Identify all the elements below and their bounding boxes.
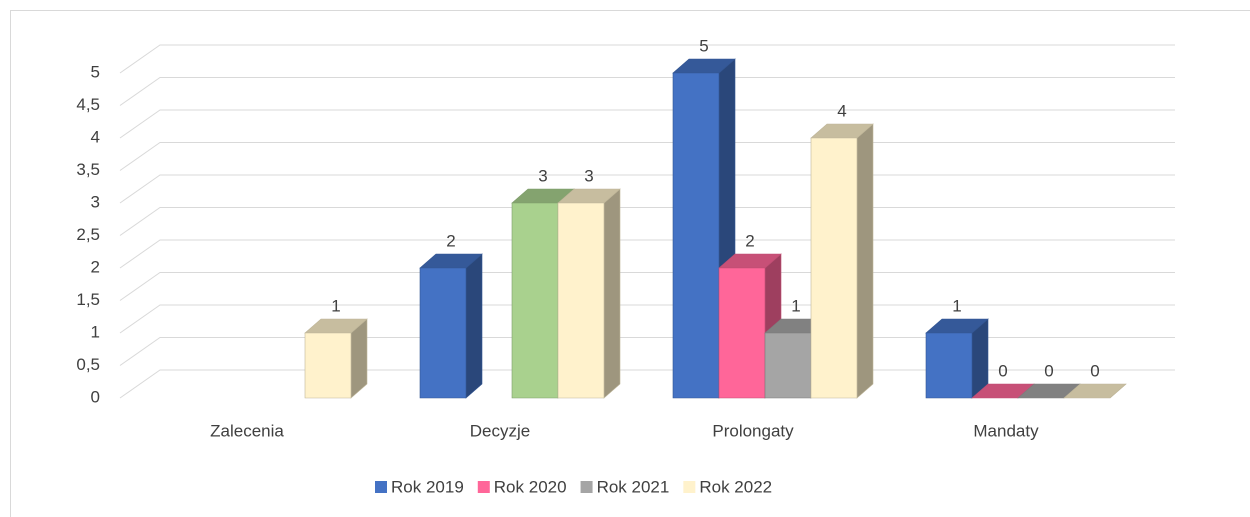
y-tick-label: 2,5: [76, 225, 100, 244]
grid-line: [119, 77, 1175, 106]
data-label: 5: [699, 36, 708, 55]
bar-face: [511, 202, 559, 399]
bar-face: [672, 72, 720, 399]
grid-line: [119, 44, 1175, 74]
y-tick-label: 2: [91, 257, 100, 276]
data-label: 0: [1044, 361, 1053, 380]
grid-line: [119, 109, 1175, 139]
bar: [419, 253, 483, 399]
data-label: 1: [331, 296, 340, 315]
legend-label: Rok 2021: [597, 477, 670, 496]
legend-label: Rok 2022: [699, 477, 772, 496]
bar-face: [304, 332, 352, 399]
y-tick-label: 5: [91, 62, 100, 81]
bar: [557, 188, 621, 399]
bar: [1063, 383, 1127, 399]
data-label: 2: [446, 231, 455, 250]
y-tick-label: 1,5: [76, 290, 100, 309]
data-label: 0: [998, 361, 1007, 380]
data-label: 4: [837, 101, 846, 120]
data-label: 1: [791, 296, 800, 315]
y-tick-label: 4: [91, 127, 100, 146]
data-label: 0: [1090, 361, 1099, 380]
legend-swatch: [375, 481, 387, 493]
x-tick-label: Decyzje: [470, 421, 530, 440]
bar: [810, 123, 874, 399]
bar: [304, 318, 368, 399]
data-label: 1: [952, 296, 961, 315]
bar-face: [925, 332, 973, 399]
bar-face: [718, 267, 766, 399]
bar-face: [764, 332, 812, 399]
x-tick-label: Mandaty: [973, 421, 1039, 440]
bar-face: [465, 253, 483, 399]
y-tick-label: 0,5: [76, 355, 100, 374]
y-tick-label: 1: [91, 322, 100, 341]
y-tick-label: 3: [91, 192, 100, 211]
data-label: 3: [584, 166, 593, 185]
y-tick-label: 3,5: [76, 160, 100, 179]
bar: [925, 318, 989, 399]
bar-face: [810, 137, 858, 399]
data-label: 3: [538, 166, 547, 185]
chart-border: [10, 10, 1250, 517]
x-tick-label: Prolongaty: [712, 421, 794, 440]
bar-face: [419, 267, 467, 399]
legend-swatch: [683, 481, 696, 493]
y-tick-label: 4,5: [76, 95, 100, 114]
bar-face: [603, 188, 621, 399]
bar-face: [557, 202, 605, 399]
bar-face: [856, 123, 874, 399]
x-tick-label: Zalecenia: [210, 421, 284, 440]
legend-label: Rok 2019: [391, 477, 464, 496]
legend-swatch: [580, 481, 593, 493]
bar-face: [1063, 383, 1127, 399]
data-label: 2: [745, 231, 754, 250]
y-tick-label: 0: [91, 387, 100, 406]
legend-label: Rok 2020: [494, 477, 567, 496]
legend-swatch: [477, 481, 490, 493]
